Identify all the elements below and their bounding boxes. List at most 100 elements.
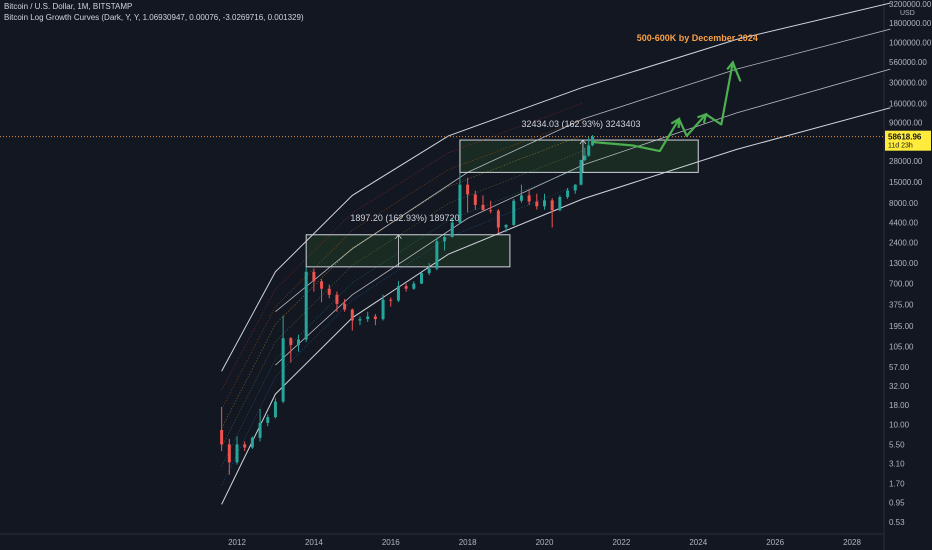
growth-band-1 [221, 102, 584, 391]
candle-body [443, 237, 447, 242]
candle [243, 441, 247, 452]
candle-body [389, 299, 393, 301]
candle [389, 297, 393, 307]
candle [420, 272, 423, 285]
countdown-label: 11d 23h [888, 143, 913, 150]
candle-body [404, 286, 408, 289]
candle [343, 299, 347, 312]
x-tick-label: 2018 [459, 538, 477, 547]
candle [504, 224, 508, 233]
y-tick-label: 195.00 [889, 322, 914, 331]
forecast-arrowhead-3 [726, 60, 737, 72]
candle-body [535, 201, 539, 207]
candle [450, 218, 454, 238]
y-tick-label: 160000.00 [889, 99, 927, 108]
candle-body [289, 338, 293, 345]
candle-body [327, 288, 331, 295]
candle-body [281, 338, 285, 402]
measure-label-2021: 32434.03 (162.93%) 3243403 [521, 119, 640, 129]
candle [289, 336, 293, 363]
candle-body [235, 444, 239, 463]
candle [304, 266, 308, 343]
y-tick-label: 57.00 [889, 363, 910, 372]
candle [335, 291, 339, 312]
candle-body [512, 200, 516, 225]
y-tick-label: 560000.00 [889, 58, 927, 67]
candle [579, 159, 583, 186]
y-tick-label: 0.95 [889, 499, 905, 508]
candle [373, 313, 377, 326]
growth-band-4 [221, 150, 584, 448]
symbol-title: Bitcoin / U.S. Dollar, 1M, BITSTAMP [4, 2, 133, 11]
candle-body [504, 224, 508, 228]
candle [443, 235, 447, 251]
candle [583, 147, 587, 162]
y-tick-label: 1000000.00 [889, 39, 932, 48]
candle-body [250, 437, 254, 448]
candle [281, 315, 285, 404]
candle-body [297, 339, 300, 345]
y-tick-label: 1.70 [889, 479, 905, 488]
candle [220, 406, 224, 452]
candle [396, 280, 400, 303]
candle [412, 281, 416, 290]
candle [312, 268, 316, 292]
candle-body [489, 210, 493, 212]
candle-body [550, 200, 554, 211]
candle [587, 136, 591, 157]
candle [366, 311, 370, 322]
candle-body [573, 184, 577, 191]
currency-label: USD [900, 10, 915, 17]
y-tick-label: 3200000.00 [889, 0, 932, 9]
candle-body [335, 294, 339, 304]
y-tick-label: 0.53 [889, 518, 905, 527]
candle [535, 193, 539, 210]
candle [558, 195, 562, 212]
candle-body [243, 444, 247, 448]
candle-body [420, 273, 423, 284]
candle [404, 283, 408, 292]
candle-body [258, 422, 262, 438]
candle [512, 198, 516, 226]
candle [327, 284, 331, 299]
candle [235, 436, 239, 465]
forecast-arrowhead-2 [697, 112, 708, 124]
y-tick-label: 1300.00 [889, 259, 918, 268]
candle-body [435, 241, 439, 269]
y-tick-label: 700.00 [889, 280, 914, 289]
y-tick-label: 105.00 [889, 343, 914, 352]
growth-band-3 [221, 134, 584, 429]
growth-curve-upper [221, 2, 891, 372]
candle-body [543, 200, 546, 207]
candle [427, 263, 431, 276]
candle-body [458, 184, 462, 223]
candle-body [227, 444, 231, 463]
candle-body [266, 417, 270, 423]
candle-body [473, 194, 477, 205]
candle-body [312, 271, 316, 282]
candle-body [412, 283, 416, 289]
candle-body [579, 160, 583, 185]
candle-body [358, 319, 362, 321]
x-tick-label: 2022 [612, 538, 630, 547]
range-box-1 [305, 234, 511, 268]
candle-body [427, 268, 431, 274]
measure-arrow-2021 [579, 139, 587, 145]
candle-body [273, 401, 277, 418]
candle-body [220, 429, 224, 445]
indicator-title: Bitcoin Log Growth Curves (Dark, Y, Y, 1… [4, 13, 304, 22]
candle-body [396, 286, 400, 301]
measure-arrow-2014 [395, 234, 402, 240]
candle-body [366, 316, 370, 320]
candle-body [587, 145, 591, 156]
y-tick-label: 28000.00 [889, 157, 923, 166]
y-tick-label: 300000.00 [889, 79, 927, 88]
measure-label-2014: 1897.20 (162.93%) 189720 [350, 213, 459, 223]
candle [496, 209, 500, 234]
y-tick-label: 18.00 [889, 401, 910, 410]
x-tick-label: 2014 [305, 538, 323, 547]
y-tick-label: 5.50 [889, 440, 905, 449]
forecast-path [592, 61, 742, 153]
